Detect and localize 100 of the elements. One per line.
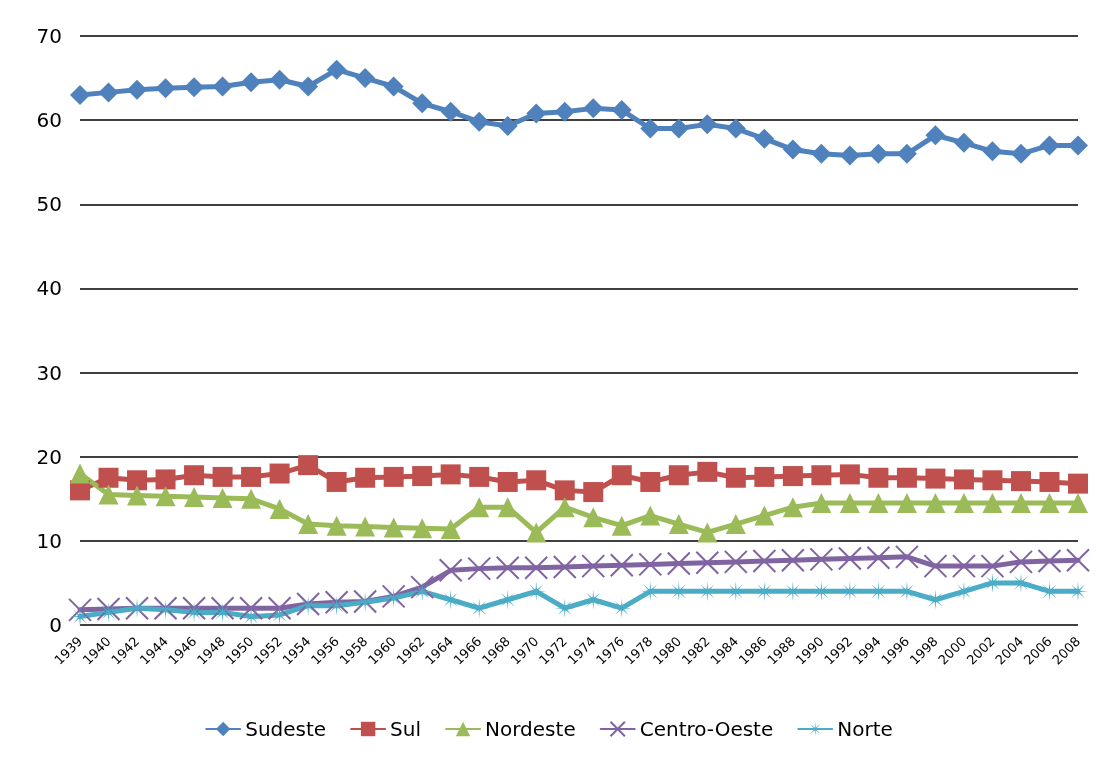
point [811,581,832,602]
point [894,544,919,569]
point [524,555,549,580]
point [552,554,577,579]
point [298,76,319,97]
point [668,514,689,535]
legend-label: Sudeste [245,717,327,741]
point [467,556,492,581]
point [269,69,290,90]
point [782,139,803,160]
point [640,505,661,526]
point [725,467,746,488]
point [980,554,1005,579]
point [1010,471,1031,492]
point [497,116,518,137]
point [868,581,889,602]
point [98,82,119,103]
point [896,467,917,488]
point [666,551,691,576]
point [668,118,689,139]
point [355,68,376,89]
point [383,76,404,97]
point [70,463,90,484]
point [526,470,547,491]
point [837,546,862,571]
point [640,471,661,492]
point [811,143,832,164]
point [982,492,1003,513]
point [925,468,946,489]
point [868,492,889,513]
point [1039,471,1060,492]
point [495,555,520,580]
point [951,554,976,579]
point [438,558,463,583]
point [839,145,860,166]
point [925,492,946,513]
point [298,514,319,535]
point [383,466,404,487]
point [355,467,376,488]
point [668,465,689,486]
point [896,143,917,164]
y-tick-label: 0 [49,613,62,637]
point [583,98,604,119]
point [1037,549,1062,574]
point [469,466,490,487]
point [697,114,718,135]
point [212,76,233,97]
point [1066,548,1090,573]
y-tick-label: 60 [36,108,62,133]
point [1010,492,1031,513]
point [326,515,347,536]
point [212,466,233,487]
point [440,464,461,485]
point [754,505,775,526]
point [982,141,1003,162]
point [953,492,974,513]
point [355,516,376,537]
point [754,581,775,602]
point [412,93,433,114]
point [782,466,803,487]
point [1039,492,1060,513]
point [583,482,604,503]
point [754,466,775,487]
point [326,471,347,492]
point [725,514,746,535]
y-tick-label: 20 [36,444,62,469]
point [868,143,889,164]
point [809,547,834,572]
point [1039,581,1060,602]
point [811,492,832,513]
point [497,497,518,518]
point [554,480,575,501]
point [98,602,119,623]
point [127,79,148,100]
point [155,486,176,507]
point [611,515,632,536]
point [469,497,490,518]
point [241,466,262,487]
point [70,84,90,105]
point [638,552,663,577]
point [526,103,547,124]
legend-label: Centro-Oeste [639,717,774,741]
point [241,72,262,93]
legend-label: Nordeste [485,717,576,741]
point [412,466,433,487]
point [155,469,176,490]
point [611,465,632,486]
point [1068,492,1088,513]
legend-label: Norte [837,717,893,741]
point [896,492,917,513]
point [725,118,746,139]
y-tick-label: 10 [36,528,62,553]
point [298,455,319,476]
point [1008,549,1033,574]
point [982,470,1003,491]
point [953,132,974,153]
point [326,59,347,80]
point [695,550,720,575]
point [127,485,148,506]
point [269,498,290,519]
